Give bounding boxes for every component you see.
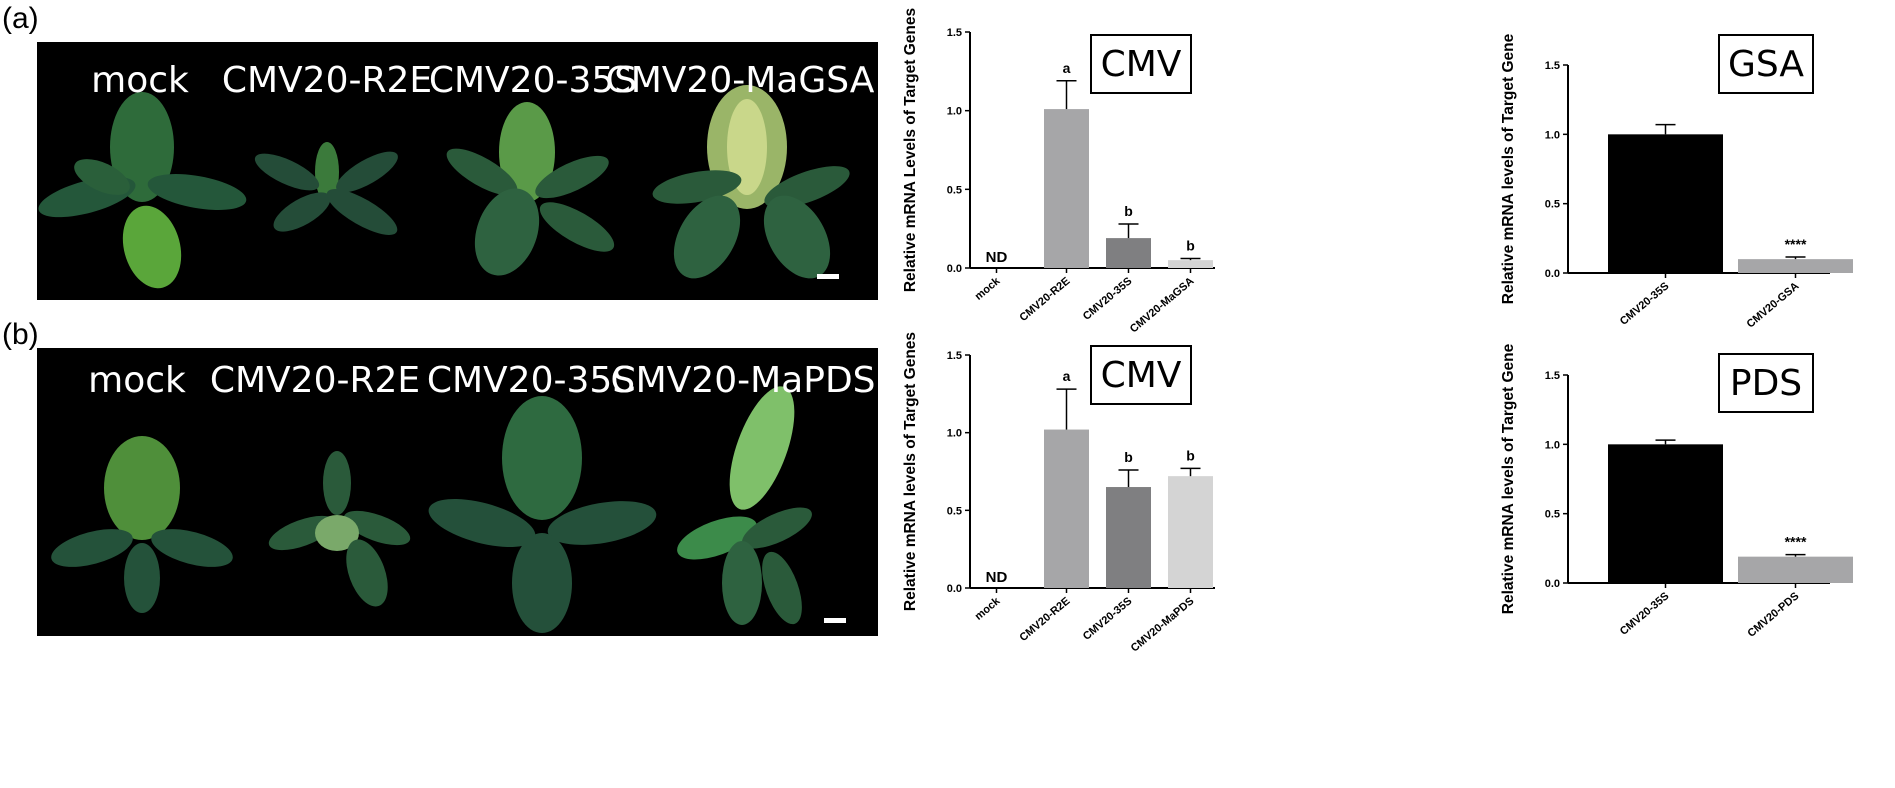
panel-label-b: (b): [2, 318, 39, 351]
plant-r2e-a: [254, 142, 398, 235]
bar: [1738, 259, 1853, 273]
bar: [1168, 260, 1213, 268]
bar: [1044, 429, 1089, 588]
x-tick-label: mock: [973, 275, 1003, 303]
y-tick-label: 1.5: [1545, 370, 1560, 382]
plant-photo-a-drawing: [38, 85, 850, 289]
y-tick-label: 1.0: [947, 106, 962, 118]
plant-photo-b: mock CMV20-R2E CMV20-35S CMV20-MaPDS: [37, 348, 878, 636]
photo-label: CMV20-R2E: [221, 60, 433, 101]
x-tick-label: CMV20-35S: [1081, 595, 1135, 643]
y-tick-label: 0.0: [1545, 268, 1560, 280]
bar: [1106, 487, 1151, 588]
significance-label: b: [1186, 447, 1195, 463]
plant-35s-b: [428, 396, 657, 633]
y-tick-label: 1.5: [1545, 60, 1560, 72]
plant-mock-a: [38, 92, 247, 289]
x-tick-label: CMV20-35S: [1618, 590, 1672, 638]
bar: [1608, 134, 1723, 273]
y-axis-label: Relative mRNA levels of Target Gene: [1500, 343, 1517, 614]
y-tick-label: 0.5: [1545, 199, 1560, 211]
x-tick-label: CMV20-35S: [1618, 280, 1672, 328]
significance-label: b: [1186, 238, 1195, 254]
gene-box-a-gsa: GSA: [1718, 34, 1814, 94]
significance-label: ****: [1785, 534, 1807, 550]
panel-label-a: (a): [2, 2, 39, 35]
significance-label: ****: [1785, 236, 1807, 252]
y-tick-label: 1.5: [947, 27, 962, 39]
y-axis-label: Relative mRNA levels of Target Genes: [902, 332, 919, 611]
plant-35s-a: [446, 102, 615, 276]
plant-photo-b-drawing: [51, 386, 846, 633]
gene-box-a-cmv: CMV: [1090, 34, 1192, 94]
scale-bar-b: [824, 618, 846, 623]
significance-label: b: [1124, 203, 1133, 219]
x-tick-label: CMV20-PDS: [1745, 590, 1801, 640]
significance-label: b: [1124, 449, 1133, 465]
gene-box-b-cmv: CMV: [1090, 345, 1192, 405]
gene-box-b-pds: PDS: [1718, 353, 1814, 413]
x-tick-label: mock: [973, 595, 1003, 623]
x-tick-label: CMV20-MaPDS: [1129, 595, 1197, 654]
x-tick-label: CMV20-35S: [1081, 275, 1135, 323]
y-tick-label: 0.5: [947, 505, 962, 517]
plant-mock-b: [51, 436, 233, 613]
plant-mapds-b: [677, 386, 812, 625]
bar: [1106, 238, 1151, 268]
y-tick-label: 0.5: [947, 184, 962, 196]
significance-label: ND: [986, 249, 1008, 266]
significance-label: ND: [986, 569, 1008, 586]
y-tick-label: 0.5: [1545, 509, 1560, 521]
photo-label: CMV20-35S: [428, 60, 638, 101]
y-axis-label: Relative mRNA Levels of Target Genes: [902, 8, 919, 292]
scale-bar-a: [817, 274, 839, 279]
bar: [1168, 476, 1213, 588]
y-tick-label: 1.0: [1545, 129, 1560, 141]
y-axis-label: Relative mRNA levels of Target Gene: [1500, 33, 1517, 304]
y-tick-label: 0.0: [1545, 578, 1560, 590]
plant-r2e-b: [268, 451, 411, 607]
photo-label: CMV20-R2E: [209, 360, 421, 401]
y-tick-label: 1.0: [1545, 439, 1560, 451]
bar: [1044, 109, 1089, 269]
y-tick-label: 0.0: [947, 583, 962, 595]
y-tick-label: 0.0: [947, 263, 962, 275]
x-tick-label: CMV20-GSA: [1745, 280, 1802, 330]
plant-photo-a: mock CMV20-R2E CMV20-35S CMV20-MaGSA: [37, 42, 878, 300]
photo-label: mock: [91, 60, 189, 101]
bar: [1608, 444, 1723, 583]
x-tick-label: CMV20-R2E: [1017, 595, 1072, 644]
y-tick-label: 1.0: [947, 428, 962, 440]
significance-label: a: [1063, 60, 1071, 76]
bar: [1738, 556, 1853, 583]
photo-label: mock: [88, 360, 186, 401]
y-tick-label: 1.5: [947, 350, 962, 362]
photo-label: CMV20-MaGSA: [605, 60, 875, 101]
x-tick-label: CMV20-R2E: [1017, 275, 1072, 324]
significance-label: a: [1063, 368, 1071, 384]
x-tick-label: CMV20-MaGSA: [1128, 275, 1197, 335]
photo-label: CMV20-MaPDS: [610, 360, 876, 401]
photo-label: CMV20-35S: [426, 360, 636, 401]
plant-magsa-a: [652, 85, 850, 279]
